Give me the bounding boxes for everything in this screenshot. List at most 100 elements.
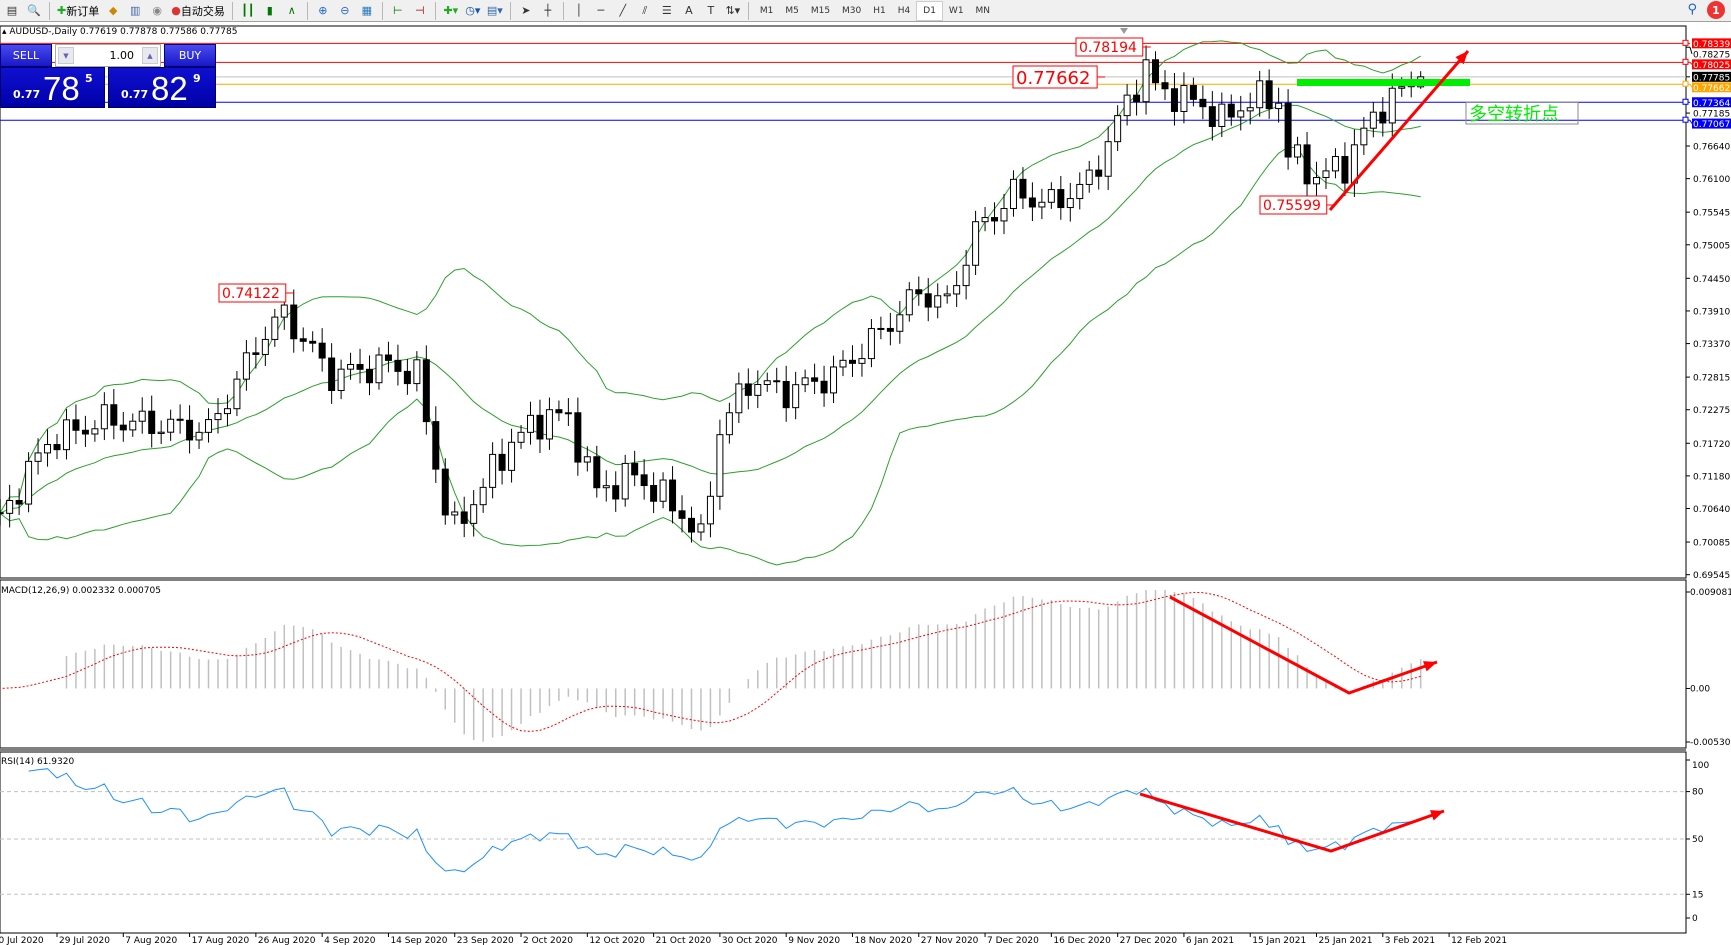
fibonacci-icon[interactable]: ☰ (661, 4, 672, 17)
date-label: 30 Oct 2020 (722, 936, 778, 945)
sell-price[interactable]: 0.77 78 5 (0, 67, 105, 108)
timeframe-h1[interactable]: H1 (873, 5, 886, 16)
indicators-icon[interactable]: ✚▾ (443, 4, 459, 17)
profiles-icon[interactable]: 🔍 (27, 4, 41, 17)
candle-body (536, 414, 544, 440)
candle-body (1322, 170, 1330, 179)
tile-windows-icon[interactable]: ▦ (361, 4, 373, 17)
candle-body (981, 217, 989, 223)
candle (1085, 160, 1093, 193)
buy-button[interactable]: BUY (164, 44, 216, 67)
date-label: 2 Oct 2020 (523, 936, 573, 945)
candle-body (460, 511, 468, 524)
candle (602, 470, 610, 502)
candle-body (905, 289, 913, 316)
candle (1076, 172, 1084, 210)
candle-body (678, 510, 686, 519)
price-tick-label: 0.74450 (1693, 275, 1730, 285)
new-chart-icon[interactable]: ▤ (6, 4, 18, 17)
date-label: 26 Aug 2020 (258, 936, 316, 945)
lot-size-input[interactable]: ▼ 1.00 ▲ (55, 44, 161, 67)
candle (261, 326, 269, 367)
equidistant-channel-icon[interactable]: ⫽ (642, 3, 648, 17)
candle-body (706, 495, 714, 525)
candlestick-icon[interactable]: ▮ (266, 4, 273, 17)
candle-body (479, 486, 487, 506)
buy-price[interactable]: 0.77 82 9 (108, 67, 216, 108)
candle-body (167, 418, 175, 433)
chart-shift-icon[interactable]: ⊣ (415, 4, 425, 17)
candle (242, 339, 250, 391)
auto-trading-button[interactable]: ● 自动交易 (169, 1, 227, 21)
auto-scroll-icon[interactable]: ⊢ (393, 4, 403, 17)
signal-icon[interactable]: ◉ (152, 4, 163, 17)
candle-body (441, 468, 449, 516)
candle (527, 401, 534, 445)
date-label: 14 Sep 2020 (390, 936, 447, 945)
notification-badge[interactable]: 1 (1707, 1, 1725, 19)
timeframe-h4[interactable]: H4 (897, 5, 911, 16)
candle (413, 351, 421, 392)
candle (934, 283, 942, 319)
candle-body (1189, 84, 1197, 100)
price-label-leader (1689, 83, 1693, 88)
timeframe-w1[interactable]: W1 (948, 5, 964, 16)
horizontal-line-icon[interactable]: ─ (597, 4, 605, 17)
candle-body (1227, 103, 1235, 118)
sell-price-prefix: 0.77 (13, 88, 41, 101)
rsi-tick-label: 80 (1692, 788, 1704, 798)
candle-body (915, 289, 923, 295)
candle-body (1019, 178, 1027, 199)
candle (1114, 105, 1122, 152)
templates-icon[interactable]: ▤▾ (486, 4, 503, 17)
candle-body (242, 352, 250, 380)
candle-body (252, 352, 260, 355)
crosshair-icon[interactable]: ┼ (544, 4, 552, 17)
timeframe-m1[interactable]: M1 (759, 5, 774, 16)
date-label: 18 Nov 2020 (854, 936, 912, 945)
candle-body (328, 357, 336, 392)
candle-body (574, 412, 582, 463)
timeframe-mn[interactable]: MN (975, 5, 991, 16)
vertical-line-icon[interactable]: │ (575, 4, 583, 17)
zoom-out-icon[interactable]: ⊖ (340, 4, 350, 17)
lot-increase-button[interactable]: ▲ (142, 47, 158, 64)
candle (0, 499, 4, 526)
cursor-icon[interactable]: ➤ (521, 4, 531, 17)
candle (924, 278, 932, 322)
candle (564, 398, 572, 427)
timeframe-d1[interactable]: D1 (916, 0, 943, 21)
auto-trading-icon: ● (171, 4, 181, 17)
lot-decrease-button[interactable]: ▼ (58, 47, 74, 64)
metaeditor-icon[interactable]: ◆ (108, 4, 118, 17)
candle (1095, 155, 1103, 190)
sell-button[interactable]: SELL (0, 44, 52, 67)
candle (81, 415, 89, 447)
navigator-icon[interactable]: ▥ (130, 4, 141, 17)
trendline-icon[interactable]: ╱ (619, 4, 627, 17)
search-icon[interactable]: ⚲ (1687, 2, 1697, 17)
candle-body (138, 410, 146, 422)
date-label: 25 Jan 2021 (1319, 936, 1373, 945)
candle (820, 365, 828, 407)
candle (110, 389, 118, 440)
new-order-button[interactable]: ✚ 新订单 (55, 1, 101, 21)
zoom-in-icon[interactable]: ⊕ (318, 4, 328, 17)
timeframe-m30[interactable]: M30 (842, 5, 862, 16)
line-chart-icon[interactable]: ∧ (287, 4, 296, 17)
candle-body (1142, 59, 1150, 103)
price-label: 0.74122 (222, 286, 280, 302)
candle-body (924, 293, 932, 308)
text-label-icon[interactable]: T (707, 4, 715, 17)
text-icon[interactable]: A (685, 4, 693, 17)
timeframe-m5[interactable]: M5 (785, 5, 799, 16)
timeframe-m15[interactable]: M15 (810, 5, 831, 16)
candle-body (508, 441, 516, 471)
arrows-icon[interactable]: ⇅▾ (725, 4, 741, 17)
candle-body (801, 377, 809, 386)
candle (1104, 126, 1112, 190)
periods-icon[interactable]: ◷▾ (465, 4, 481, 17)
candle (905, 282, 913, 322)
bar-chart-icon[interactable]: ┃┃ (241, 4, 255, 17)
